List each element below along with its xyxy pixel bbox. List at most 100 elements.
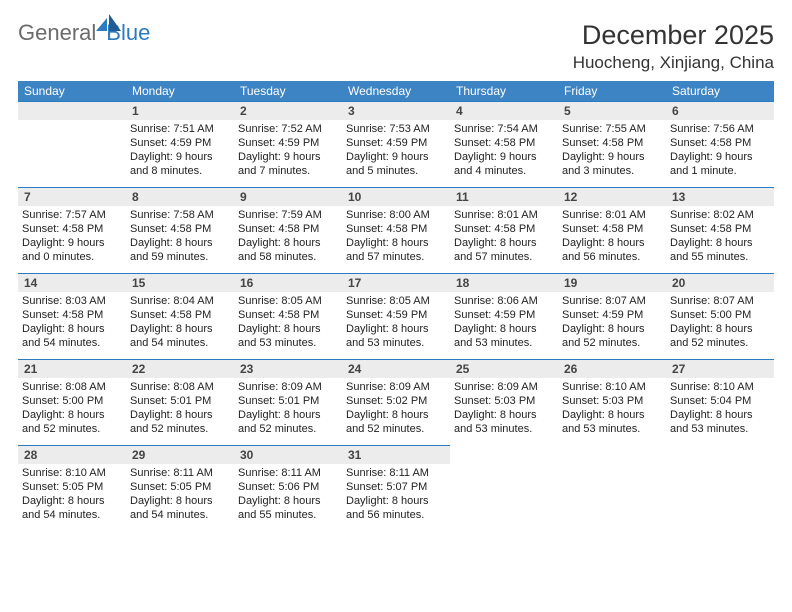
date-number: 15: [126, 274, 234, 292]
brand-logo: General Blue: [18, 20, 150, 46]
sunrise-line: Sunrise: 7:51 AM: [130, 122, 230, 136]
date-number: 12: [558, 188, 666, 206]
calendar-cell: 21Sunrise: 8:08 AMSunset: 5:00 PMDayligh…: [18, 359, 126, 445]
date-number: 20: [666, 274, 774, 292]
date-number: 5: [558, 102, 666, 120]
sunrise-line: Sunrise: 8:10 AM: [670, 380, 770, 394]
daylight-line: Daylight: 9 hours and 5 minutes.: [346, 150, 446, 178]
calendar-cell: 3Sunrise: 7:53 AMSunset: 4:59 PMDaylight…: [342, 101, 450, 187]
sunset-line: Sunset: 4:58 PM: [346, 222, 446, 236]
daylight-line: Daylight: 8 hours and 52 minutes.: [130, 408, 230, 436]
daylight-line: Daylight: 8 hours and 53 minutes.: [238, 322, 338, 350]
sunset-line: Sunset: 5:01 PM: [238, 394, 338, 408]
dayname-header: Friday: [558, 81, 666, 101]
calendar-cell: 19Sunrise: 8:07 AMSunset: 4:59 PMDayligh…: [558, 273, 666, 359]
sunset-line: Sunset: 5:00 PM: [22, 394, 122, 408]
calendar-cell: 15Sunrise: 8:04 AMSunset: 4:58 PMDayligh…: [126, 273, 234, 359]
daylight-line: Daylight: 8 hours and 54 minutes.: [130, 322, 230, 350]
calendar-cell: 28Sunrise: 8:10 AMSunset: 5:05 PMDayligh…: [18, 445, 126, 531]
date-number: 26: [558, 360, 666, 378]
date-number: 8: [126, 188, 234, 206]
date-number: 17: [342, 274, 450, 292]
daylight-line: Daylight: 8 hours and 54 minutes.: [130, 494, 230, 522]
date-number: 7: [18, 188, 126, 206]
cell-body: Sunrise: 7:59 AMSunset: 4:58 PMDaylight:…: [234, 206, 342, 268]
sunrise-line: Sunrise: 8:09 AM: [346, 380, 446, 394]
daylight-line: Daylight: 9 hours and 4 minutes.: [454, 150, 554, 178]
cell-body: Sunrise: 8:11 AMSunset: 5:06 PMDaylight:…: [234, 464, 342, 526]
cell-body: Sunrise: 8:09 AMSunset: 5:02 PMDaylight:…: [342, 378, 450, 440]
sunrise-line: Sunrise: 7:53 AM: [346, 122, 446, 136]
calendar-cell: 2Sunrise: 7:52 AMSunset: 4:59 PMDaylight…: [234, 101, 342, 187]
calendar-cell: 16Sunrise: 8:05 AMSunset: 4:58 PMDayligh…: [234, 273, 342, 359]
cell-body: Sunrise: 8:10 AMSunset: 5:03 PMDaylight:…: [558, 378, 666, 440]
calendar-cell: 10Sunrise: 8:00 AMSunset: 4:58 PMDayligh…: [342, 187, 450, 273]
date-number: 25: [450, 360, 558, 378]
cell-body: Sunrise: 8:11 AMSunset: 5:07 PMDaylight:…: [342, 464, 450, 526]
daylight-line: Daylight: 8 hours and 56 minutes.: [562, 236, 662, 264]
daylight-line: Daylight: 8 hours and 58 minutes.: [238, 236, 338, 264]
date-number: 16: [234, 274, 342, 292]
sunset-line: Sunset: 5:06 PM: [238, 480, 338, 494]
daylight-line: Daylight: 9 hours and 1 minute.: [670, 150, 770, 178]
calendar-cell: 23Sunrise: 8:09 AMSunset: 5:01 PMDayligh…: [234, 359, 342, 445]
calendar-cell-empty: [18, 101, 126, 187]
cell-body: Sunrise: 8:07 AMSunset: 4:59 PMDaylight:…: [558, 292, 666, 354]
cell-body: Sunrise: 8:08 AMSunset: 5:01 PMDaylight:…: [126, 378, 234, 440]
daylight-line: Daylight: 9 hours and 0 minutes.: [22, 236, 122, 264]
dayname-header: Saturday: [666, 81, 774, 101]
sunrise-line: Sunrise: 8:11 AM: [238, 466, 338, 480]
cell-body: Sunrise: 8:05 AMSunset: 4:58 PMDaylight:…: [234, 292, 342, 354]
sunset-line: Sunset: 4:58 PM: [22, 308, 122, 322]
sunrise-line: Sunrise: 8:11 AM: [346, 466, 446, 480]
location: Huocheng, Xinjiang, China: [573, 53, 774, 73]
date-number: 31: [342, 446, 450, 464]
daylight-line: Daylight: 8 hours and 54 minutes.: [22, 494, 122, 522]
sunrise-line: Sunrise: 8:11 AM: [130, 466, 230, 480]
date-number: 1: [126, 102, 234, 120]
sunset-line: Sunset: 4:59 PM: [346, 308, 446, 322]
calendar-cell: 18Sunrise: 8:06 AMSunset: 4:59 PMDayligh…: [450, 273, 558, 359]
sunset-line: Sunset: 4:58 PM: [454, 136, 554, 150]
calendar-cell: 12Sunrise: 8:01 AMSunset: 4:58 PMDayligh…: [558, 187, 666, 273]
calendar-cell: 4Sunrise: 7:54 AMSunset: 4:58 PMDaylight…: [450, 101, 558, 187]
sunrise-line: Sunrise: 8:09 AM: [454, 380, 554, 394]
cell-body: Sunrise: 8:03 AMSunset: 4:58 PMDaylight:…: [18, 292, 126, 354]
sunset-line: Sunset: 5:07 PM: [346, 480, 446, 494]
daylight-line: Daylight: 8 hours and 52 minutes.: [22, 408, 122, 436]
sunrise-line: Sunrise: 8:00 AM: [346, 208, 446, 222]
cell-body: Sunrise: 8:07 AMSunset: 5:00 PMDaylight:…: [666, 292, 774, 354]
cell-body: Sunrise: 7:58 AMSunset: 4:58 PMDaylight:…: [126, 206, 234, 268]
calendar-cell: 17Sunrise: 8:05 AMSunset: 4:59 PMDayligh…: [342, 273, 450, 359]
calendar-cell: 1Sunrise: 7:51 AMSunset: 4:59 PMDaylight…: [126, 101, 234, 187]
daylight-line: Daylight: 8 hours and 53 minutes.: [562, 408, 662, 436]
daylight-line: Daylight: 9 hours and 7 minutes.: [238, 150, 338, 178]
sunset-line: Sunset: 4:58 PM: [670, 222, 770, 236]
cell-body: Sunrise: 8:08 AMSunset: 5:00 PMDaylight:…: [18, 378, 126, 440]
calendar-cell: 25Sunrise: 8:09 AMSunset: 5:03 PMDayligh…: [450, 359, 558, 445]
sunset-line: Sunset: 5:05 PM: [130, 480, 230, 494]
calendar-cell: 6Sunrise: 7:56 AMSunset: 4:58 PMDaylight…: [666, 101, 774, 187]
sunset-line: Sunset: 5:01 PM: [130, 394, 230, 408]
brand-name-1: General: [18, 20, 96, 46]
calendar-cell: 7Sunrise: 7:57 AMSunset: 4:58 PMDaylight…: [18, 187, 126, 273]
cell-body: Sunrise: 8:02 AMSunset: 4:58 PMDaylight:…: [666, 206, 774, 268]
sunrise-line: Sunrise: 8:10 AM: [22, 466, 122, 480]
date-number: 3: [342, 102, 450, 120]
sunset-line: Sunset: 5:03 PM: [562, 394, 662, 408]
cell-body: Sunrise: 7:53 AMSunset: 4:59 PMDaylight:…: [342, 120, 450, 182]
sail-icon: [96, 14, 122, 32]
daylight-line: Daylight: 8 hours and 59 minutes.: [130, 236, 230, 264]
daylight-line: Daylight: 8 hours and 52 minutes.: [562, 322, 662, 350]
sunrise-line: Sunrise: 8:07 AM: [562, 294, 662, 308]
daylight-line: Daylight: 8 hours and 55 minutes.: [670, 236, 770, 264]
date-number: 30: [234, 446, 342, 464]
date-number: 10: [342, 188, 450, 206]
sunrise-line: Sunrise: 7:59 AM: [238, 208, 338, 222]
date-number: 6: [666, 102, 774, 120]
cell-body: Sunrise: 8:01 AMSunset: 4:58 PMDaylight:…: [558, 206, 666, 268]
date-number: 2: [234, 102, 342, 120]
calendar-cell: 14Sunrise: 8:03 AMSunset: 4:58 PMDayligh…: [18, 273, 126, 359]
sunset-line: Sunset: 4:59 PM: [562, 308, 662, 322]
header: General Blue December 2025 Huocheng, Xin…: [18, 20, 774, 73]
